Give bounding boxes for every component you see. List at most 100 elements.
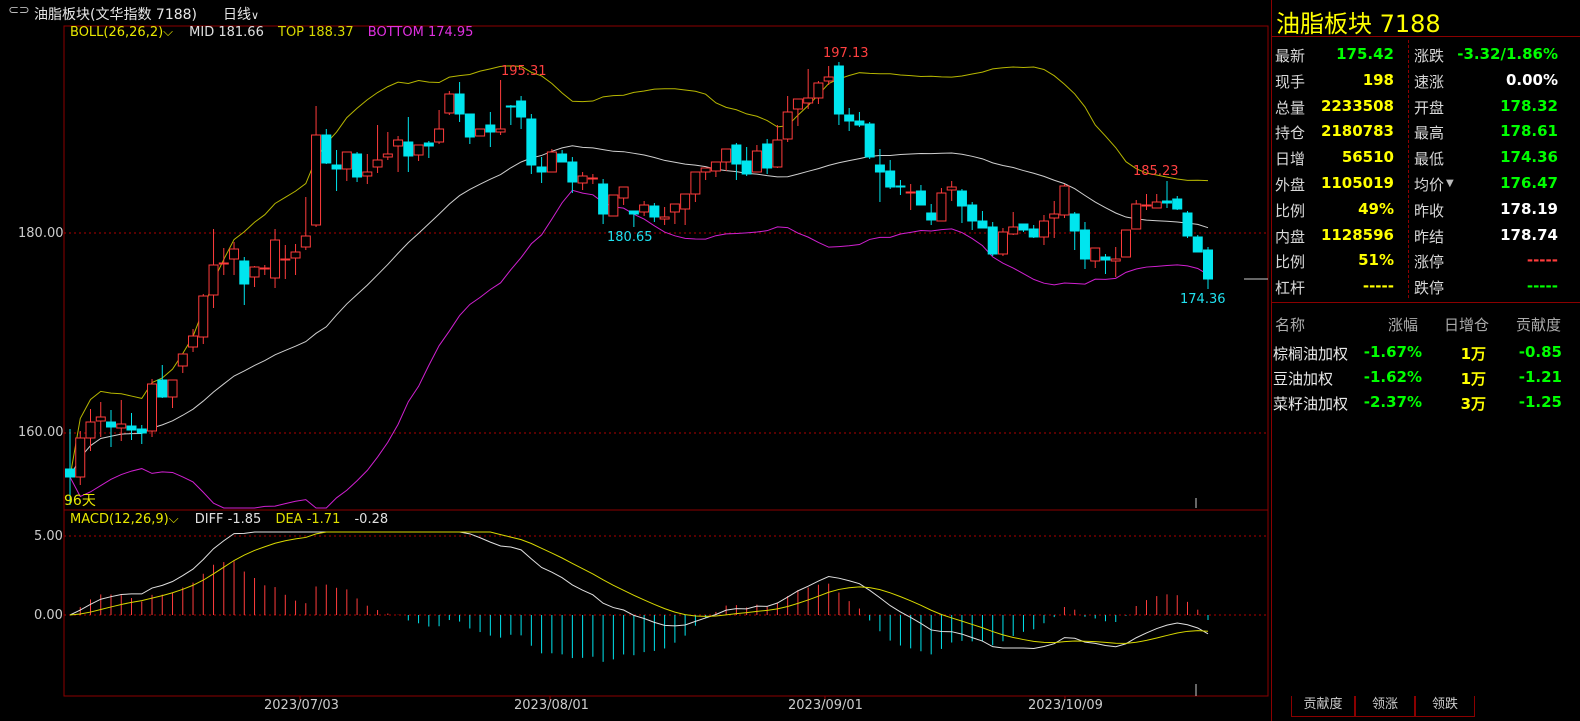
tab-contribution[interactable]: 贡献度 <box>1291 696 1355 717</box>
candle-body <box>85 421 96 439</box>
col-contribution: 贡献度 <box>1516 316 1562 334</box>
candle-body <box>167 379 178 398</box>
link-icon[interactable]: ⊂⊃ <box>8 3 30 18</box>
candle-body <box>1151 201 1162 209</box>
high-label-3: 185.23 <box>1133 164 1179 179</box>
sector-contribution: -1.21 <box>1518 368 1562 386</box>
candle-body <box>700 167 711 173</box>
quote-label: 昨结 <box>1414 227 1445 246</box>
date-label: 2023/10/09 <box>1028 698 1103 713</box>
candle-body <box>1069 213 1080 232</box>
quote-row: 日增 56510 最低 174.36 <box>1272 143 1572 169</box>
candle-body <box>495 128 506 133</box>
sector-change: -2.37% <box>1363 393 1422 411</box>
quote-panel: 油脂板块 7188 最新 175.42 涨跌 -3.32/1.86% 现手 198 速涨 0.… <box>1271 0 1580 721</box>
candle-body <box>710 161 721 172</box>
candle-body <box>382 153 393 158</box>
candle-body <box>792 98 803 110</box>
candle-body <box>147 383 158 432</box>
quote-label: 杠杆 <box>1275 279 1306 298</box>
candle-body <box>403 141 414 157</box>
candle-body <box>516 100 527 118</box>
quote-value: -3.32/1.86% <box>1457 45 1558 63</box>
quote-title: 油脂板块 7188 <box>1276 10 1441 38</box>
quote-label: 最低 <box>1414 150 1445 169</box>
kline-chart[interactable] <box>0 24 1270 721</box>
candle-body <box>300 235 311 248</box>
quote-row: 内盘 1128596 昨结 178.74 <box>1272 221 1572 247</box>
candle-body <box>1131 203 1142 230</box>
boll-indicator-label[interactable]: BOLL(26,26,2)⌵ MID 181.66 TOP 188.37 BOT… <box>70 25 474 40</box>
price-tick-180: 180.00 <box>18 226 64 241</box>
chevron-down-icon[interactable]: ▼ <box>1446 178 1454 189</box>
candle-body <box>290 251 301 259</box>
candle-body <box>895 185 906 188</box>
candle-body <box>464 113 475 138</box>
instrument-title: 油脂板块(文华指数 7188) <box>34 7 198 23</box>
candle-body <box>259 267 270 270</box>
quote-label: 外盘 <box>1275 176 1306 194</box>
sector-name: 豆油加权 <box>1273 370 1334 388</box>
quote-value: ----- <box>1526 277 1558 296</box>
candle-body <box>198 295 209 338</box>
candle-body <box>362 171 373 177</box>
macd-indicator-label[interactable]: MACD(12,26,9)⌵ DIFF -1.85 DEA -1.71 -0.2… <box>70 512 389 527</box>
quote-label: 持仓 <box>1275 124 1306 143</box>
period-selector[interactable]: 日线∨ <box>223 7 260 23</box>
quote-row: 持仓 2180783 最高 178.61 <box>1272 117 1572 143</box>
candle-body <box>413 144 424 156</box>
quote-value: 0.00% <box>1505 70 1558 89</box>
sector-change: -1.67% <box>1363 343 1422 361</box>
contribution-list-header: 名称 涨幅 日增仓 贡献度 <box>1272 309 1572 334</box>
quote-label: 最高 <box>1414 124 1445 143</box>
candle-body <box>659 216 670 220</box>
candle-body <box>874 164 885 173</box>
candle-body <box>1203 249 1213 280</box>
quote-value: 51% <box>1358 251 1394 270</box>
candle-body <box>1049 213 1060 219</box>
candle-body <box>1161 200 1172 204</box>
candle-body <box>1172 198 1183 210</box>
col-oi-change: 日增仓 <box>1444 316 1490 334</box>
chart-frame <box>63 25 1269 697</box>
boll-bottom: BOTTOM 174.95 <box>367 25 474 40</box>
contribution-row[interactable]: 豆油加权 -1.62% 1万 -1.21 <box>1272 363 1572 389</box>
candle-body <box>505 105 516 108</box>
quote-value: ----- <box>1526 251 1558 270</box>
candle-body <box>956 190 967 207</box>
quote-label: 均价 <box>1414 176 1445 194</box>
quote-value: 2233508 <box>1320 96 1394 115</box>
tab-top-losers[interactable]: 领跌 <box>1415 696 1475 717</box>
quote-value: 176.47 <box>1500 174 1558 192</box>
divider <box>1272 302 1580 303</box>
candle-body <box>854 120 865 126</box>
macd-tick-5: 5.00 <box>34 529 63 544</box>
candle-body <box>157 379 168 398</box>
price-tick-160: 160.00 <box>18 425 64 440</box>
candle-body <box>177 353 188 367</box>
boll-top: TOP 188.37 <box>278 25 354 40</box>
candle-body <box>249 266 260 278</box>
quote-label: 速涨 <box>1414 72 1445 91</box>
contribution-row[interactable]: 菜籽油加权 -2.37% 3万 -1.25 <box>1272 388 1572 414</box>
candle-body <box>587 177 598 180</box>
col-name: 名称 <box>1275 316 1306 334</box>
macd-value: -0.28 <box>354 512 389 527</box>
candle-body <box>608 194 619 217</box>
contribution-row[interactable]: 棕榈油加权 -1.67% 1万 -0.85 <box>1272 338 1572 364</box>
candle-body <box>885 170 896 188</box>
candle-body <box>782 111 793 140</box>
title-bar: ⊂⊃ 油脂板块(文华指数 7188) 日线∨ <box>0 0 1270 24</box>
candle-body <box>280 258 291 261</box>
candle-body <box>731 144 742 165</box>
tab-top-gainers[interactable]: 领涨 <box>1355 696 1415 717</box>
date-label: 2023/09/01 <box>788 698 863 713</box>
candle-body <box>936 192 947 222</box>
candle-body <box>823 76 834 82</box>
date-label: 2023/07/03 <box>264 698 339 713</box>
candle-body <box>557 153 568 163</box>
candle-body <box>628 210 639 215</box>
candle-body <box>75 437 86 478</box>
divider <box>1272 36 1580 37</box>
quote-value: 1105019 <box>1320 174 1394 192</box>
